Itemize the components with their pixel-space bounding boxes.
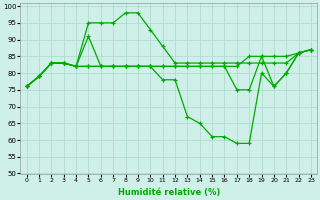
X-axis label: Humidité relative (%): Humidité relative (%): [118, 188, 220, 197]
